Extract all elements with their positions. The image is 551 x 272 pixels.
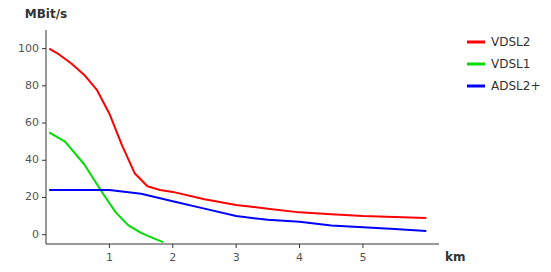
y-tick-label: 60 (25, 116, 39, 129)
legend-label: VDSL2 (491, 35, 530, 49)
y-tick (42, 197, 46, 198)
legend-swatch (467, 63, 485, 66)
y-tick (42, 48, 46, 49)
legend: VDSL2 VDSL1 ADSL2+ (467, 35, 540, 93)
x-tick-label: 3 (233, 251, 240, 264)
series-line (49, 49, 426, 218)
y-axis-line (46, 30, 47, 244)
x-tick-label: 1 (106, 251, 113, 264)
x-tick (299, 244, 300, 248)
series-line (49, 132, 163, 242)
x-tick (236, 244, 237, 248)
legend-swatch (467, 85, 485, 88)
y-tick-label: 0 (32, 228, 39, 241)
series-line (49, 190, 426, 231)
legend-swatch (467, 41, 485, 44)
y-tick (42, 123, 46, 124)
legend-label: VDSL1 (491, 57, 530, 71)
x-axis-label: km (445, 250, 465, 264)
x-tick-label: 4 (296, 251, 303, 264)
x-tick (109, 244, 110, 248)
y-tick-label: 20 (25, 190, 39, 203)
x-tick (362, 244, 363, 248)
y-tick (42, 234, 46, 235)
y-tick-label: 100 (18, 42, 39, 55)
x-tick-label: 5 (359, 251, 366, 264)
x-axis-line (46, 244, 439, 245)
x-tick-label: 2 (169, 251, 176, 264)
y-tick-label: 80 (25, 79, 39, 92)
legend-label: ADSL2+ (491, 79, 540, 93)
plot-area (49, 49, 426, 243)
y-tick-label: 40 (25, 153, 39, 166)
y-axis-label: MBit/s (25, 7, 67, 21)
y-tick (42, 160, 46, 161)
x-tick (172, 244, 173, 248)
y-tick (42, 85, 46, 86)
chart: 0 20 40 60 80 100 1 2 3 4 5 MBit/s km VDSL2 VDSL1 ADSL2… (0, 0, 551, 272)
